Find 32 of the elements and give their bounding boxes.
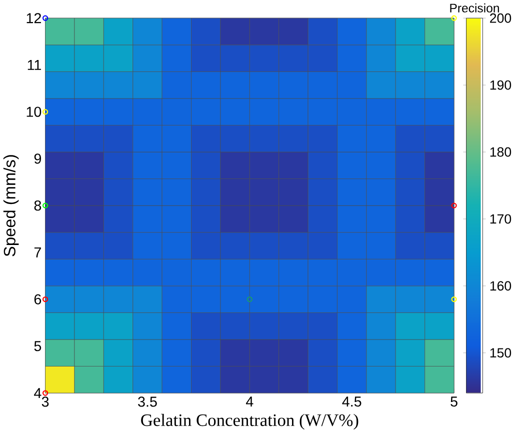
color-bar-label: 160 [490, 281, 512, 291]
x-tick-label: 4.5 [342, 396, 362, 407]
y-tick-label: 9 [34, 154, 41, 164]
y-tick-label: 5 [34, 341, 42, 352]
y-tick-label: 12 [26, 13, 41, 24]
color-bar-label: 150 [490, 348, 512, 358]
y-tick-label: 6 [34, 294, 42, 304]
y-tick-label: 4 [34, 388, 42, 398]
color-bar-label: 180 [490, 147, 512, 157]
point [42, 390, 48, 396]
color-bar-label: 170 [490, 214, 512, 224]
color-bar-label: 190 [490, 80, 512, 90]
y-axis-title: Speed (mm/s) [3, 155, 19, 256]
y-tick-label: 11 [28, 60, 41, 70]
x-tick-label: 4 [246, 396, 254, 406]
color-bar-title: Precision [450, 3, 499, 12]
point [451, 296, 457, 302]
point [451, 15, 457, 21]
point [42, 296, 48, 302]
point [42, 109, 48, 115]
x-axis-title: Gelatin Concentration (W/V%) [141, 414, 358, 430]
point [42, 202, 48, 208]
point [42, 15, 48, 21]
x-tick-label: 3 [42, 396, 49, 407]
x-tick-label: 3.5 [138, 396, 157, 407]
point [451, 202, 457, 208]
color-bar-label: 200 [490, 13, 512, 23]
point [246, 296, 252, 302]
y-tick-label: 10 [26, 106, 42, 117]
y-tick-label: 7 [34, 247, 41, 258]
y-tick-label: 8 [34, 200, 42, 211]
x-tick-label: 5 [450, 396, 458, 407]
